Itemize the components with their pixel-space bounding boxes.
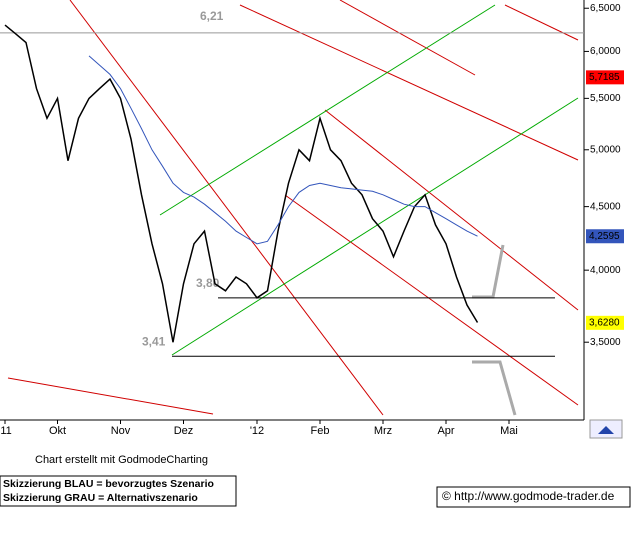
x-tick-label: Apr [437, 425, 454, 437]
price-tag [586, 70, 624, 85]
level-label: 3,41 [142, 334, 166, 348]
y-tick-label: 6,5000 [590, 3, 621, 14]
price-tag-label: 4,2595 [589, 231, 620, 242]
y-tick-label: 4,5000 [590, 201, 621, 212]
price-tag [586, 315, 624, 330]
x-tick-label: Dez [174, 425, 194, 437]
note: Skizzierung BLAU = bevorzugtes Szenario [3, 478, 214, 490]
y-tick-label: 5,5000 [590, 93, 621, 104]
level-label: 6,21 [200, 9, 224, 23]
y-tick-label: 6,0000 [590, 46, 621, 57]
note: Skizzierung GRAU = Alternativszenario [3, 492, 198, 504]
y-tick-label: 5,0000 [590, 144, 621, 155]
x-tick-label: Okt [49, 425, 66, 437]
x-tick-label: '11 [0, 425, 12, 437]
y-tick-label: 3,5000 [590, 337, 621, 348]
x-tick-label: Mai [500, 425, 518, 437]
x-tick-label: Mrz [374, 425, 392, 437]
trend-lines [7, 0, 579, 416]
x-tick-label: '12 [250, 425, 264, 437]
y-tick-label: 4,0000 [590, 265, 621, 276]
price-tag-label: 3,6280 [589, 317, 620, 328]
credit: Chart erstellt mit GodmodeCharting [35, 454, 208, 466]
x-tick-label: Nov [111, 425, 131, 437]
level-label: 3,80 [196, 276, 220, 290]
copyright: © http://www.godmode-trader.de [442, 489, 615, 503]
price-tag [586, 229, 624, 244]
x-tick-label: Feb [311, 425, 330, 437]
tool-icon [598, 426, 614, 434]
copyright-box [436, 486, 631, 508]
notes-box [0, 475, 237, 507]
average-line [88, 55, 478, 245]
price-line [4, 24, 479, 343]
price-tag-label: 5,7185 [589, 72, 620, 83]
